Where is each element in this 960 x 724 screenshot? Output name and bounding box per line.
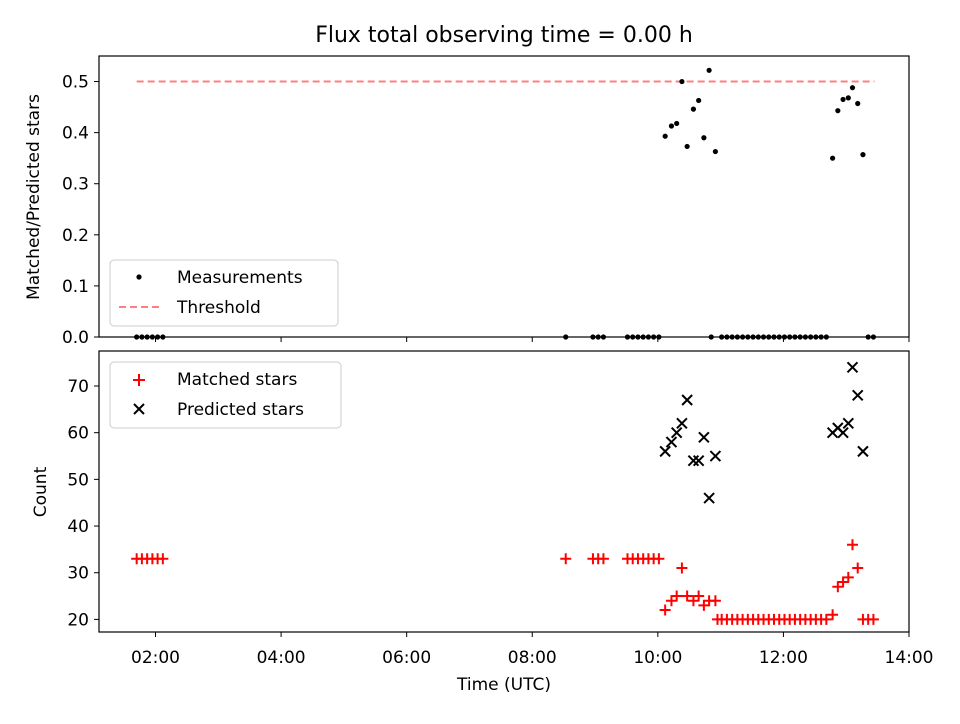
bottom-y-tick-label: 30 xyxy=(67,564,89,584)
bottom-y-tick-label: 40 xyxy=(67,517,89,537)
top-legend: Measurements Threshold xyxy=(109,259,339,327)
measurement-point xyxy=(845,95,851,101)
matched-star-point xyxy=(698,599,710,611)
matched-star-point xyxy=(653,553,665,565)
x-tick-label: 08:00 xyxy=(508,648,557,668)
predicted-star-point xyxy=(842,417,855,430)
measurement-point xyxy=(860,152,866,158)
predicted-star-point xyxy=(698,431,710,444)
top-plot-area: 0.0 0.1 0.2 0.3 0.4 0.5 xyxy=(62,67,910,348)
predicted-star-point xyxy=(846,361,859,374)
bottom-y-tick-label: 20 xyxy=(67,610,89,630)
bottom-plot-area: 02:00 04:00 06:00 08:00 10:00 12:00 14:00 20 30 4… xyxy=(67,361,934,668)
measurement-point xyxy=(690,106,697,112)
matched-star-point xyxy=(157,553,169,565)
predicted-star-point xyxy=(852,389,864,402)
measurement-point xyxy=(679,78,685,85)
legend-label-measurements: Measurements xyxy=(177,268,303,288)
x-axis-label: Time (UTC) xyxy=(456,675,551,695)
matched-star-point xyxy=(687,595,699,607)
measurement-point xyxy=(674,120,680,127)
matched-star-point xyxy=(827,609,839,621)
predicted-star-point xyxy=(681,394,693,406)
legend-label-matched: Matched stars xyxy=(177,370,297,390)
predicted-star-point xyxy=(659,445,671,458)
measurement-point xyxy=(840,96,846,103)
measurement-point xyxy=(662,133,668,139)
matched-star-point xyxy=(671,590,683,602)
measurement-point xyxy=(696,97,702,104)
matched-star-point xyxy=(681,590,693,602)
x-tick-label: 04:00 xyxy=(257,648,306,668)
matched-star-point xyxy=(709,595,721,607)
matched-star-point xyxy=(560,553,572,565)
x-tick-label: 12:00 xyxy=(759,648,808,668)
matched-star-point xyxy=(842,571,854,583)
measurement-point xyxy=(701,135,707,141)
measurement-point xyxy=(849,85,856,91)
x-tick-label: 10:00 xyxy=(633,648,682,668)
top-y-tick-label: 0.3 xyxy=(62,175,89,195)
legend-marker-matched xyxy=(133,374,145,386)
bottom-y-tick-label: 50 xyxy=(67,470,89,490)
matched-star-point xyxy=(852,562,864,574)
predicted-star-point xyxy=(703,492,715,504)
measurement-point xyxy=(830,155,836,161)
predicted-star-point xyxy=(670,426,683,439)
bottom-legend: Matched stars Predicted stars xyxy=(109,361,342,429)
matched-star-point xyxy=(832,581,844,593)
top-y-tick-label: 0.5 xyxy=(62,73,89,93)
top-axes-frame xyxy=(98,55,910,338)
matched-star-point xyxy=(665,595,677,607)
measurement-point xyxy=(855,100,861,107)
matched-star-point xyxy=(597,553,609,565)
x-tick-label: 02:00 xyxy=(131,648,180,668)
chart-title: Flux total observing time = 0.00 h xyxy=(315,23,693,48)
bottom-y-tick-label: 70 xyxy=(67,377,89,397)
matched-star-point xyxy=(693,590,705,602)
top-y-tick-label: 0.2 xyxy=(62,226,89,246)
predicted-star-point xyxy=(837,426,849,439)
top-y-tick-label: 0.4 xyxy=(62,124,89,144)
predicted-star-point xyxy=(687,454,700,467)
predicted-star-point xyxy=(857,445,869,458)
x-tick-label: 06:00 xyxy=(382,648,431,668)
legend-marker-measurements xyxy=(136,274,142,280)
bottom-y-axis-label: Count xyxy=(31,466,51,517)
predicted-star-point xyxy=(709,450,722,462)
legend-label-predicted: Predicted stars xyxy=(177,400,304,420)
bottom-y-tick-label: 60 xyxy=(67,424,89,444)
measurement-point xyxy=(706,67,712,73)
bottom-axes-frame xyxy=(98,350,910,633)
measurement-point xyxy=(668,123,675,129)
top-y-axis-label: Matched/Predicted stars xyxy=(24,94,44,300)
matched-star-point xyxy=(867,613,879,625)
top-y-tick-label: 0.0 xyxy=(62,328,89,348)
predicted-star-point xyxy=(692,454,705,467)
matched-star-point xyxy=(659,604,671,616)
matched-star-point xyxy=(676,562,688,574)
predicted-star-point xyxy=(676,417,688,430)
top-y-tick-label: 0.1 xyxy=(62,277,89,297)
matched-star-point xyxy=(820,613,832,625)
matched-star-point xyxy=(837,576,849,588)
predicted-star-point xyxy=(665,436,678,448)
matched-star-point xyxy=(846,539,858,551)
measurement-point xyxy=(684,143,690,150)
measurement-point xyxy=(835,108,841,114)
legend-label-threshold: Threshold xyxy=(176,298,261,318)
x-tick-label: 14:00 xyxy=(885,648,934,668)
legend-marker-predicted xyxy=(133,403,145,415)
measurement-point xyxy=(712,148,718,155)
